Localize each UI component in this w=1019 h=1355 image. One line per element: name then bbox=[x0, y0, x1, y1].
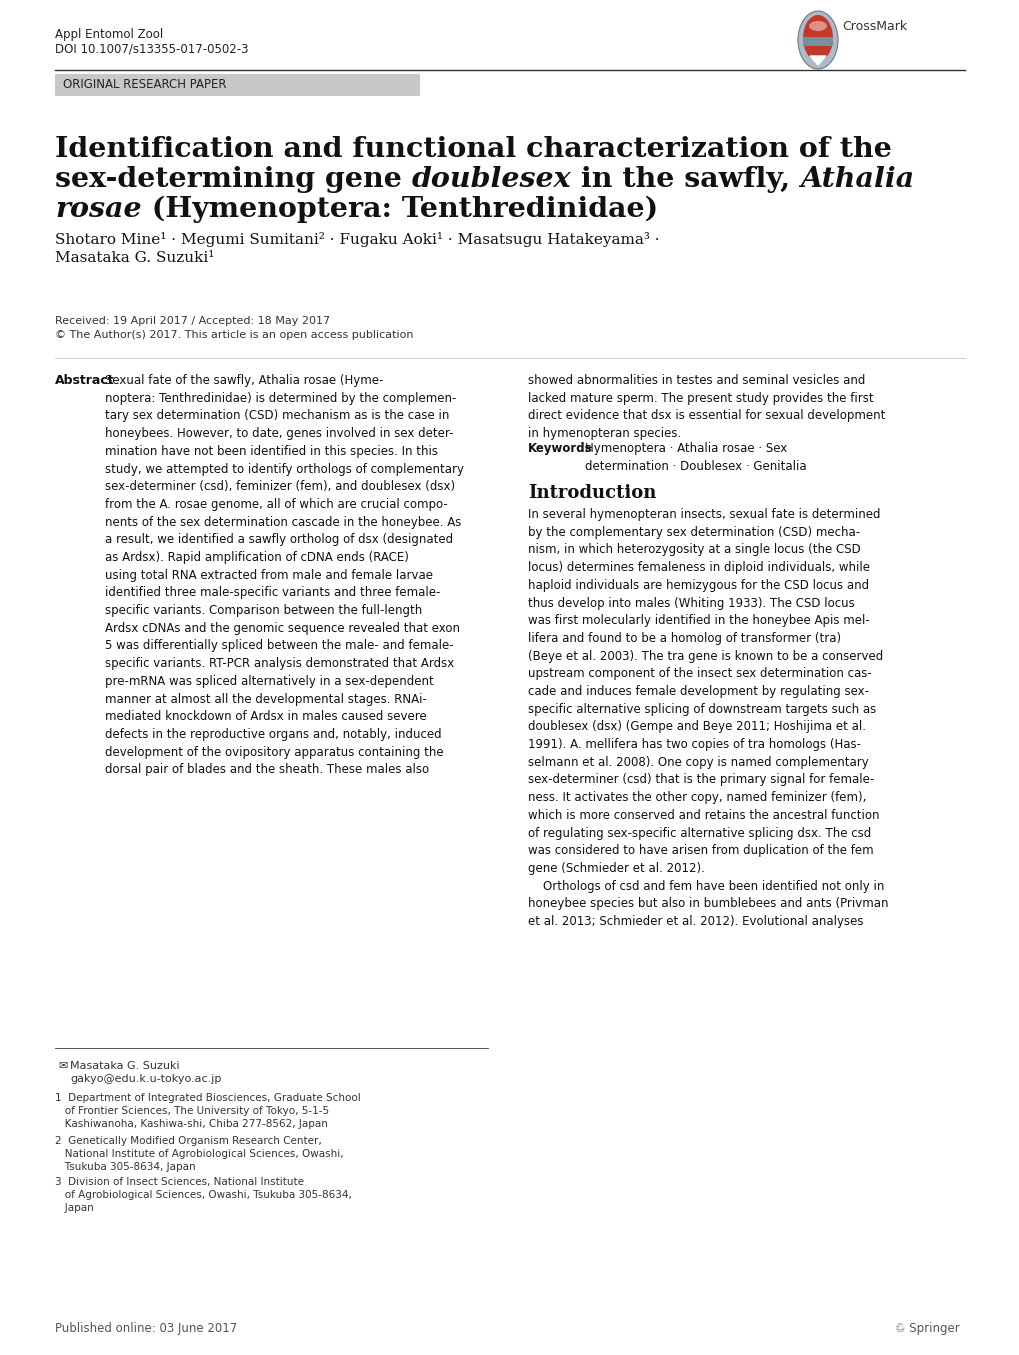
Ellipse shape bbox=[808, 20, 826, 31]
Text: DOI 10.1007/s13355-017-0502-3: DOI 10.1007/s13355-017-0502-3 bbox=[55, 42, 249, 56]
Text: Athalia: Athalia bbox=[800, 167, 914, 192]
Bar bbox=[802, 37, 833, 46]
Ellipse shape bbox=[797, 11, 838, 69]
Text: in the sawfly,: in the sawfly, bbox=[571, 167, 800, 192]
Text: 3  Division of Insect Sciences, National Institute
   of Agrobiological Sciences: 3 Division of Insect Sciences, National … bbox=[55, 1177, 352, 1213]
Text: Published online: 03 June 2017: Published online: 03 June 2017 bbox=[55, 1322, 237, 1335]
Text: ORIGINAL RESEARCH PAPER: ORIGINAL RESEARCH PAPER bbox=[63, 79, 226, 91]
Text: ♲ Springer: ♲ Springer bbox=[894, 1322, 959, 1335]
Text: In several hymenopteran insects, sexual fate is determined
by the complementary : In several hymenopteran insects, sexual … bbox=[528, 508, 888, 928]
Text: gakyo@edu.k.u-tokyo.ac.jp: gakyo@edu.k.u-tokyo.ac.jp bbox=[70, 1075, 221, 1084]
Text: Abstract: Abstract bbox=[55, 374, 114, 388]
FancyBboxPatch shape bbox=[55, 75, 420, 96]
Polygon shape bbox=[809, 56, 825, 65]
Text: © The Author(s) 2017. This article is an open access publication: © The Author(s) 2017. This article is an… bbox=[55, 331, 413, 340]
Text: (Hymenoptera: Tenthredinidae): (Hymenoptera: Tenthredinidae) bbox=[142, 196, 657, 224]
Text: 2  Genetically Modified Organism Research Center,
   National Institute of Agrob: 2 Genetically Modified Organism Research… bbox=[55, 1135, 343, 1172]
Text: Shotaro Mine¹ · Megumi Sumitani² · Fugaku Aoki¹ · Masatsugu Hatakeyama³ ·: Shotaro Mine¹ · Megumi Sumitani² · Fugak… bbox=[55, 232, 659, 247]
Text: 1  Department of Integrated Biosciences, Graduate School
   of Frontier Sciences: 1 Department of Integrated Biosciences, … bbox=[55, 1093, 361, 1130]
Text: Identification and functional characterization of the: Identification and functional characteri… bbox=[55, 136, 891, 163]
Text: Appl Entomol Zool: Appl Entomol Zool bbox=[55, 28, 163, 41]
Text: doublesex: doublesex bbox=[412, 167, 571, 192]
Text: ✉: ✉ bbox=[58, 1061, 67, 1070]
Text: Introduction: Introduction bbox=[528, 484, 656, 501]
Text: sex-determining gene: sex-determining gene bbox=[55, 167, 412, 192]
Text: rosae: rosae bbox=[55, 196, 142, 224]
Ellipse shape bbox=[802, 15, 833, 61]
Text: Sexual fate of the sawfly, Athalia rosae (Hyme-
noptera: Tenthredinidae) is dete: Sexual fate of the sawfly, Athalia rosae… bbox=[105, 374, 464, 776]
Text: CrossMark: CrossMark bbox=[841, 20, 906, 33]
Text: Received: 19 April 2017 / Accepted: 18 May 2017: Received: 19 April 2017 / Accepted: 18 M… bbox=[55, 316, 330, 327]
Text: Keywords: Keywords bbox=[528, 442, 592, 455]
Text: showed abnormalities in testes and seminal vesicles and
lacked mature sperm. The: showed abnormalities in testes and semin… bbox=[528, 374, 884, 440]
Text: Masataka G. Suzuki: Masataka G. Suzuki bbox=[70, 1061, 179, 1070]
Text: Masataka G. Suzuki¹: Masataka G. Suzuki¹ bbox=[55, 251, 214, 266]
Text: Hymenoptera · Athalia rosae · Sex
determination · Doublesex · Genitalia: Hymenoptera · Athalia rosae · Sex determ… bbox=[585, 442, 806, 473]
